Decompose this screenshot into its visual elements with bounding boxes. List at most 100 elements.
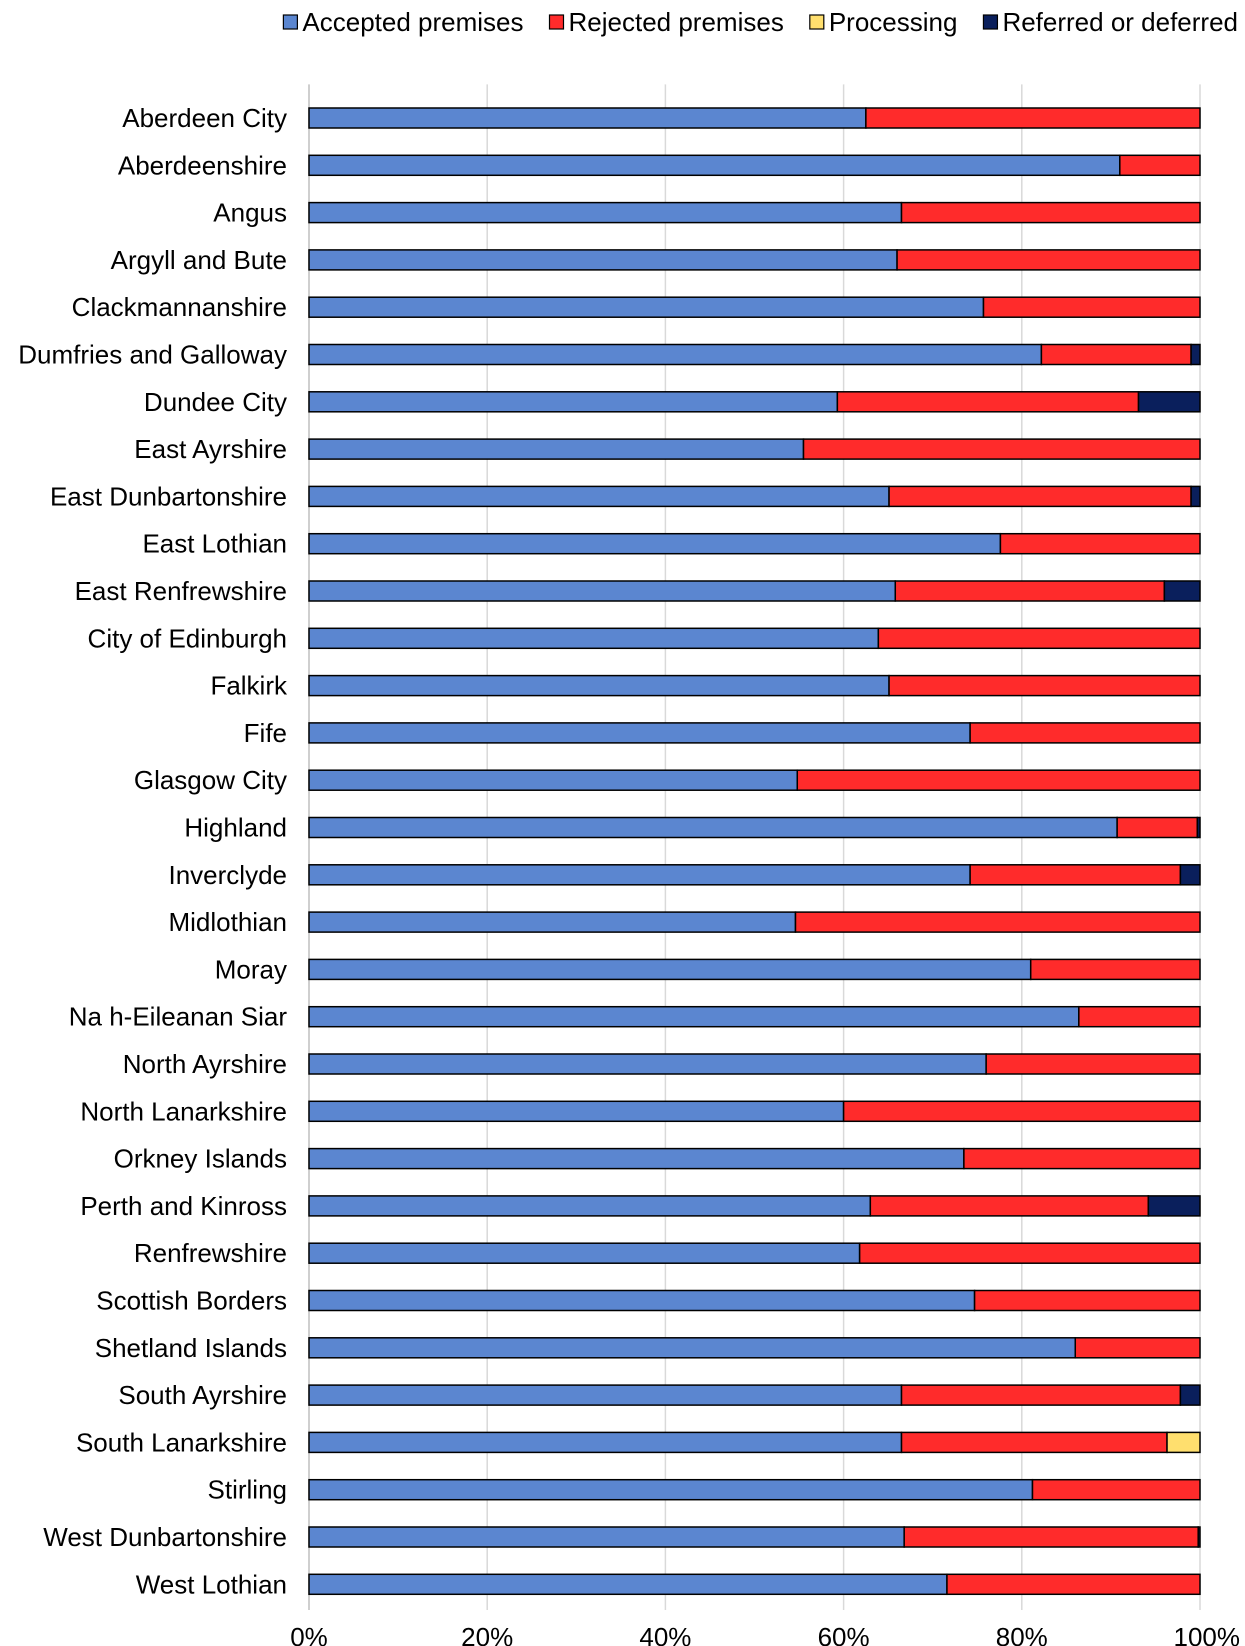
bar-shetland-islands-accepted-premises [308,1337,1077,1359]
bar-west-dunbartonshire-accepted-premises [308,1526,905,1548]
category-label-highland: Highland [184,813,287,843]
bar-falkirk-rejected-premises [888,674,1201,697]
bar-stirling-rejected-premises [1031,1478,1201,1501]
bar-shetland-islands-rejected-premises [1074,1337,1201,1359]
bar-east-renfrewshire-referred-or-deferred [1163,580,1201,602]
bar-south-ayrshire-accepted-premises [308,1384,903,1406]
bar-south-lanarkshire-accepted-premises [308,1431,903,1454]
bar-midlothian-accepted-premises [308,911,797,933]
category-label-aberdeen-city: Aberdeen City [122,103,287,133]
legend-label-processing: Processing [829,7,958,37]
bar-inverclyde-referred-or-deferred [1179,864,1201,886]
x-tick-labels: 0% 20% 40% 60% 80% 100% [290,1622,1240,1646]
bar-stirling-accepted-premises [308,1478,1034,1501]
legend-swatch-rejected-premises [548,14,565,30]
legend-label-accepted-premises: Accepted premises [302,7,523,37]
legend-swatch-processing [809,14,825,30]
category-label-south-lanarkshire: South Lanarkshire [76,1427,287,1457]
bar-na-h-eileanan-siar-accepted-premises [308,1005,1080,1028]
category-label-dundee-city: Dundee City [144,387,287,417]
bar-city-of-edinburgh-rejected-premises [877,627,1201,650]
category-label-east-ayrshire: East Ayrshire [134,434,287,464]
x-tick-label-60: 60% [818,1622,870,1646]
category-label-dumfries-and-galloway: Dumfries and Galloway [18,340,287,370]
bars [308,107,1201,1596]
category-label-clackmannanshire: Clackmannanshire [72,292,287,322]
category-label-north-ayrshire: North Ayrshire [123,1049,287,1079]
legend-label-referred-or-deferred: Referred or deferred [1002,7,1238,37]
bar-east-lothian-rejected-premises [999,532,1201,555]
bar-clackmannanshire-rejected-premises [982,296,1201,318]
x-tick-label-100: 100% [1174,1622,1241,1646]
bar-south-ayrshire-rejected-premises [900,1384,1182,1406]
bar-moray-rejected-premises [1029,958,1201,981]
bar-north-ayrshire-accepted-premises [308,1053,987,1075]
bar-aberdeenshire-accepted-premises [308,154,1121,177]
bar-clackmannanshire-accepted-premises [308,296,985,318]
bar-north-lanarkshire-rejected-premises [842,1100,1201,1123]
category-label-city-of-edinburgh: City of Edinburgh [88,623,287,653]
bar-aberdeenshire-rejected-premises [1119,154,1201,177]
bar-dumfries-and-galloway-referred-or-deferred [1190,343,1201,366]
x-tick-label-0: 0% [290,1622,328,1646]
category-label-aberdeenshire: Aberdeenshire [118,150,287,180]
bar-fife-rejected-premises [969,722,1201,744]
category-label-inverclyde: Inverclyde [169,860,288,890]
bar-scottish-borders-accepted-premises [308,1289,976,1312]
bar-moray-accepted-premises [308,958,1032,981]
category-label-shetland-islands: Shetland Islands [95,1333,287,1363]
category-label-east-renfrewshire: East Renfrewshire [75,576,287,606]
bar-highland-rejected-premises [1116,816,1199,839]
category-label-na-h-eileanan-siar: Na h-Eileanan Siar [69,1002,288,1032]
category-label-perth-and-kinross: Perth and Kinross [80,1191,287,1221]
category-label-angus: Angus [213,198,287,228]
bar-renfrewshire-rejected-premises [858,1242,1201,1264]
bar-na-h-eileanan-siar-rejected-premises [1078,1005,1201,1028]
bar-west-dunbartonshire-referred-or-deferred [1197,1526,1201,1548]
category-label-east-lothian: East Lothian [142,529,287,559]
bar-east-renfrewshire-accepted-premises [308,580,897,602]
category-label-east-dunbartonshire: East Dunbartonshire [50,481,287,511]
bar-argyll-and-bute-rejected-premises [896,249,1201,271]
bar-angus-rejected-premises [900,201,1201,224]
category-label-renfrewshire: Renfrewshire [134,1238,287,1268]
bar-east-ayrshire-accepted-premises [308,438,805,460]
bar-glasgow-city-rejected-premises [796,769,1201,791]
legend-swatch-referred-or-deferred [982,14,999,30]
category-label-glasgow-city: Glasgow City [134,765,287,795]
bar-east-dunbartonshire-referred-or-deferred [1190,485,1201,508]
legend: Accepted premises Rejected premises Proces… [282,7,1238,37]
bar-scottish-borders-rejected-premises [973,1289,1201,1312]
bar-perth-and-kinross-referred-or-deferred [1147,1195,1201,1217]
category-label-falkirk: Falkirk [210,671,288,701]
x-tick-label-80: 80% [996,1622,1048,1646]
bar-dundee-city-referred-or-deferred [1137,391,1201,413]
bar-east-ayrshire-rejected-premises [802,438,1201,460]
bar-north-ayrshire-rejected-premises [985,1053,1201,1075]
bar-orkney-islands-rejected-premises [963,1147,1201,1170]
bar-aberdeen-city-rejected-premises [865,107,1201,129]
bar-dundee-city-accepted-premises [308,391,839,413]
bar-highland-accepted-premises [308,816,1118,839]
bar-dumfries-and-galloway-rejected-premises [1040,343,1192,366]
category-label-fife: Fife [244,718,287,748]
category-labels: Aberdeen City Aberdeenshire Angus Argyll an… [18,103,288,1599]
bar-east-dunbartonshire-accepted-premises [308,485,890,508]
bar-renfrewshire-accepted-premises [308,1242,861,1264]
legend-swatch-accepted-premises [282,14,298,30]
category-label-south-ayrshire: South Ayrshire [118,1380,287,1410]
bar-perth-and-kinross-rejected-premises [869,1195,1150,1217]
bar-south-lanarkshire-processing [1166,1431,1201,1454]
bar-south-ayrshire-referred-or-deferred [1179,1384,1201,1406]
bar-west-dunbartonshire-rejected-premises [903,1526,1199,1548]
bar-perth-and-kinross-accepted-premises [308,1195,872,1217]
category-label-orkney-islands: Orkney Islands [114,1144,287,1174]
x-tick-label-20: 20% [461,1622,513,1646]
bar-highland-referred-or-deferred [1196,816,1201,839]
bar-dumfries-and-galloway-accepted-premises [308,343,1043,366]
bar-glasgow-city-accepted-premises [308,769,799,791]
bar-midlothian-rejected-premises [794,911,1201,933]
category-label-midlothian: Midlothian [168,907,287,937]
bar-dundee-city-rejected-premises [836,391,1140,413]
